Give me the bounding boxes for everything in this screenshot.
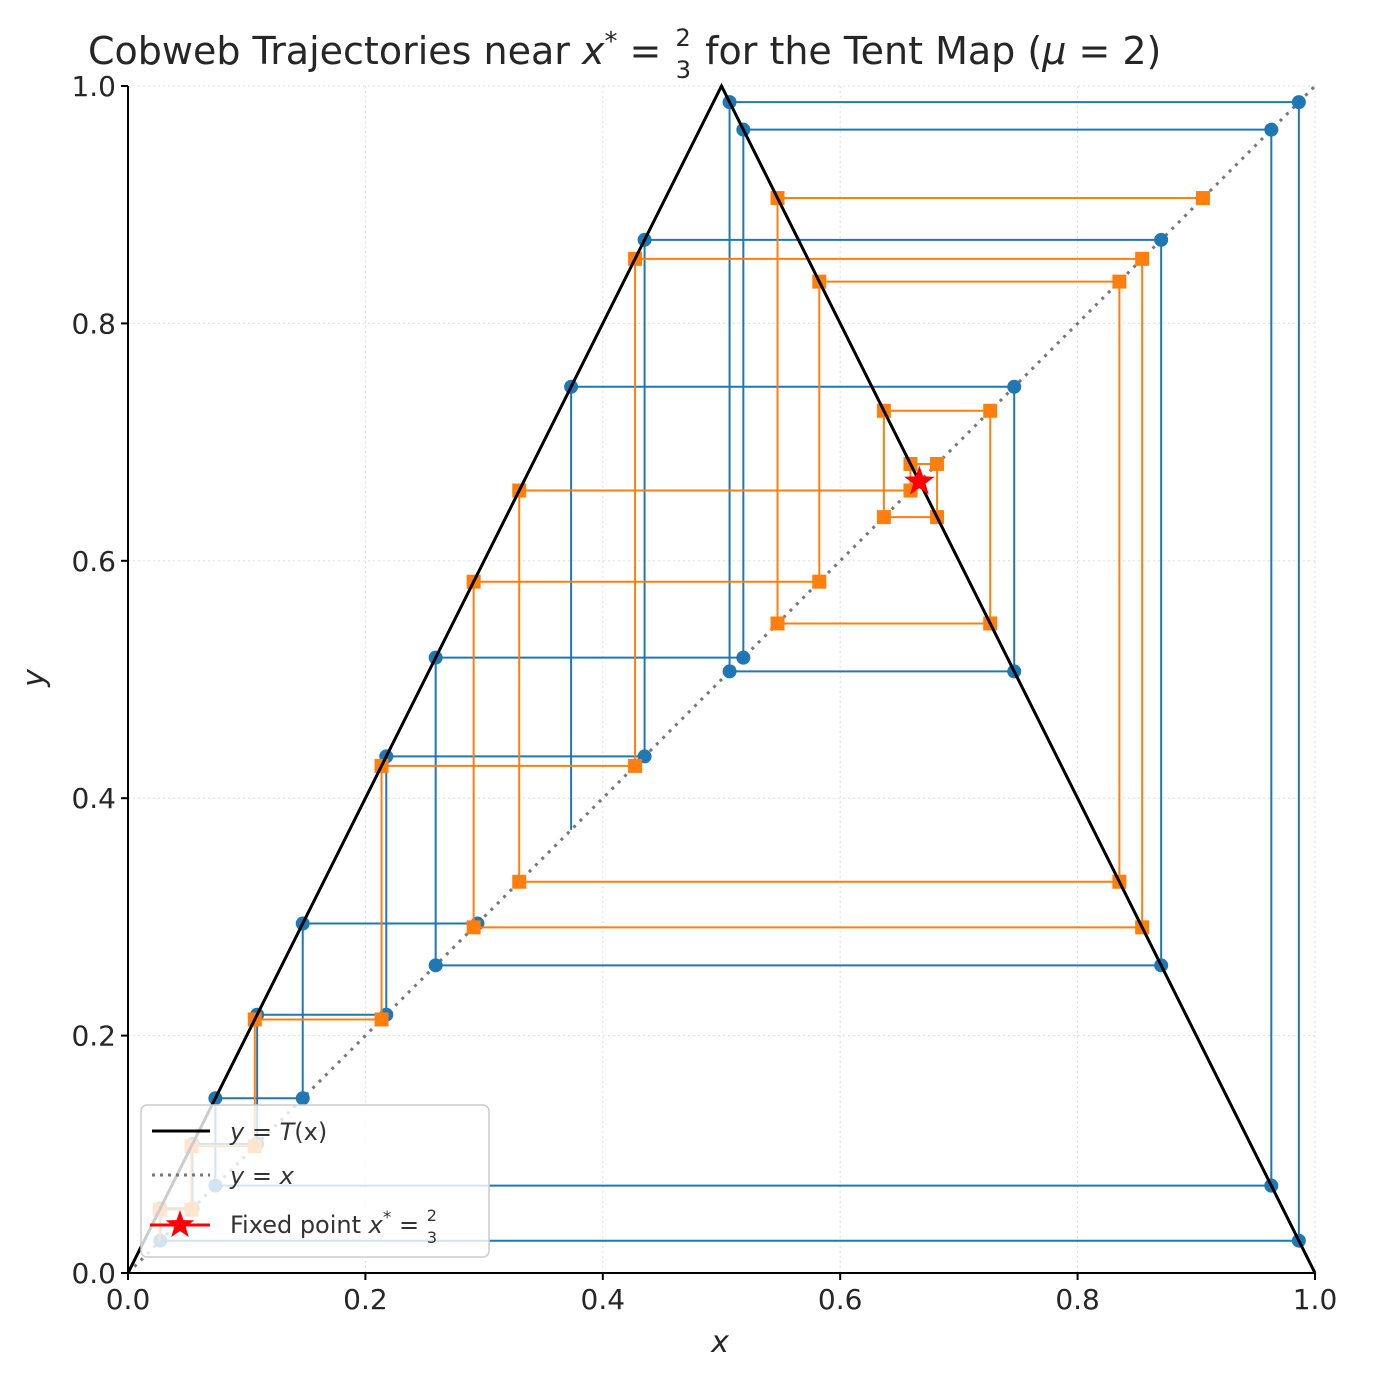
cobweb-point <box>736 650 751 665</box>
cobweb-point <box>1135 251 1150 266</box>
axes <box>127 86 1315 1274</box>
plot-area <box>126 82 1317 1275</box>
legend-frame <box>140 1104 490 1258</box>
cobweb-point <box>466 920 481 935</box>
x-axis-label: x <box>710 1325 729 1360</box>
y-tick-label: 1.0 <box>71 70 116 103</box>
legend-identity-label: y = x <box>229 1162 295 1190</box>
x-tick-label: 0.4 <box>581 1283 626 1316</box>
cobweb-point <box>722 664 737 679</box>
title-sup: * <box>604 27 617 57</box>
cobweb-point <box>983 403 998 418</box>
legend-star-icon <box>165 1210 195 1238</box>
title-frac-den: 3 <box>676 56 691 84</box>
cobweb-point <box>930 456 945 471</box>
cobweb-point <box>812 574 827 589</box>
title-var: x <box>581 29 605 73</box>
cobweb-point <box>1291 95 1306 110</box>
x-tick-label: 0.6 <box>818 1283 863 1316</box>
title-param-eq: = 2) <box>1066 29 1161 73</box>
title-prefix: Cobweb Trajectories near <box>88 29 582 73</box>
x-tick-label: 0.8 <box>1055 1283 1100 1316</box>
legend-tent-label: y = T(x) <box>229 1118 327 1146</box>
y-tick-label: 0.6 <box>71 545 116 578</box>
cobweb-point <box>1195 191 1210 206</box>
cobweb-point <box>428 958 443 973</box>
x-tick-label: 0.0 <box>106 1283 151 1316</box>
x-ticks: 0.0 0.2 0.4 0.6 0.8 1.0 <box>106 1273 1338 1316</box>
cobweb-point <box>374 1012 389 1027</box>
identity-line <box>126 84 1317 1275</box>
cobweb-point <box>1154 232 1169 247</box>
y-axis-label: y <box>17 668 52 688</box>
cobweb-point <box>295 1091 310 1106</box>
title-eq: = <box>617 29 673 73</box>
y-tick-label: 0.8 <box>71 307 116 340</box>
cobweb-point <box>770 616 785 631</box>
cobweb-point <box>1264 122 1279 137</box>
svg-text:Cobweb Trajectories near x* =: Cobweb Trajectories near x* = 2 3 for the… <box>88 24 1161 84</box>
y-tick-label: 0.2 <box>71 1020 116 1053</box>
title-suffix: for the Tent Map ( <box>693 29 1042 73</box>
y-tick-label: 0.4 <box>71 782 116 815</box>
title-frac-num: 2 <box>675 24 690 52</box>
x-tick-label: 0.2 <box>343 1283 388 1316</box>
cobweb-point <box>1007 379 1022 394</box>
y-ticks: 0.0 0.2 0.4 0.6 0.8 1.0 <box>71 70 128 1290</box>
title-param-var: μ <box>1041 29 1066 73</box>
fixed-point-star <box>904 465 935 495</box>
chart-title: Cobweb Trajectories near x* = 2 3 for the… <box>88 24 1161 84</box>
tent-map-curve <box>126 82 1317 1274</box>
y-tick-label: 0.0 <box>71 1257 116 1290</box>
cobweb-point <box>876 510 891 525</box>
cobweb-point <box>1112 274 1127 289</box>
cobweb-point <box>628 758 643 773</box>
x-tick-label: 1.0 <box>1293 1283 1338 1316</box>
cobweb-point <box>512 874 527 889</box>
